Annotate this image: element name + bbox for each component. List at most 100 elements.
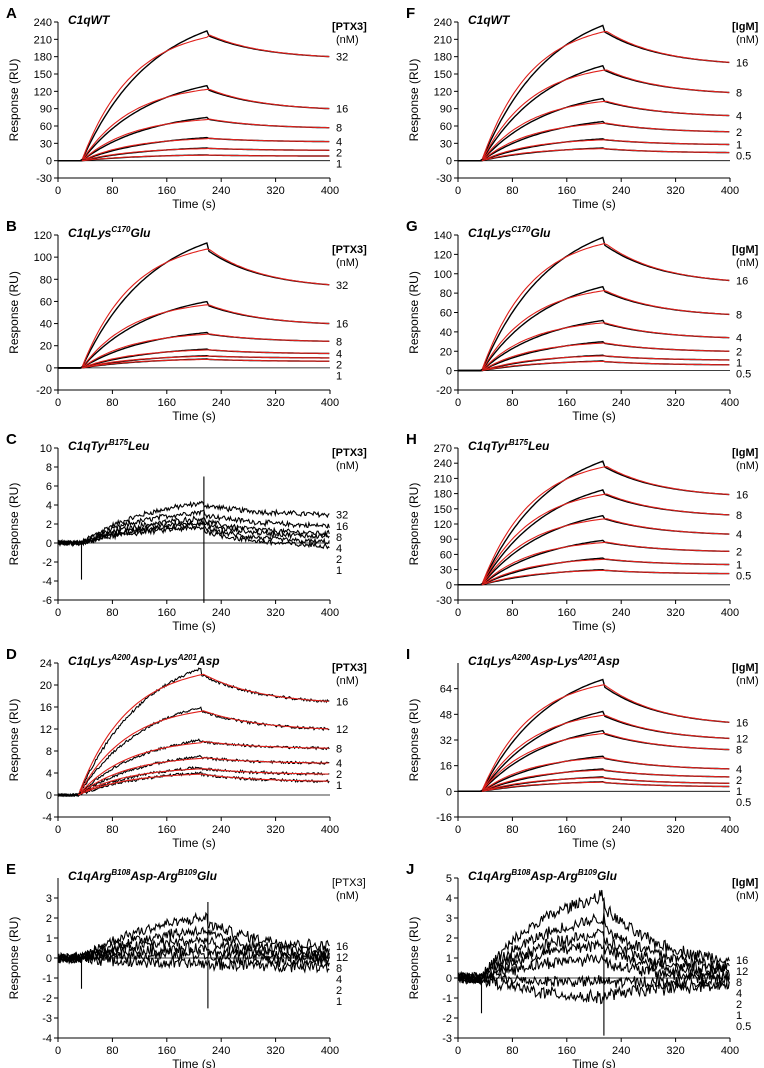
title-segment: C1qArg [68,869,112,883]
series-1-fit [481,355,730,372]
y-tick-label: 30 [440,138,452,150]
x-tick-label: 0 [55,824,61,836]
panel-letter: I [406,646,410,663]
y-tick-label: 210 [434,34,452,46]
concentration-label: 1 [336,780,342,792]
x-tick-label: 320 [666,607,684,619]
title-superscript: A201 [577,653,598,662]
x-tick-label: 80 [106,824,118,836]
series-8-fit [481,290,730,371]
concentration-label: 4 [736,764,742,776]
y-tick-label: 30 [440,565,452,577]
series-32-fit [81,34,330,161]
y-tick-label: 16 [40,702,52,714]
series-0.5-trace [457,971,730,1005]
title-segment: C1qWT [68,13,111,27]
panel-title: C1qArgB108Asp-ArgB109Glu [68,868,218,883]
panel-title: C1qLysC170Glu [68,225,151,240]
x-tick-label: 80 [506,607,518,619]
x-tick-label: 400 [321,824,339,836]
panel-title: C1qWT [68,13,111,27]
title-segment: C1qLys [68,654,112,668]
concentration-label: 2 [336,148,342,160]
series-16-trace [57,667,330,798]
y-tick-label: 180 [434,52,452,64]
title-segment: C1qWT [468,13,511,27]
concentration-label: 0.5 [736,571,751,583]
y-axis-title: Response (RU) [7,59,21,142]
x-tick-label: 0 [55,607,61,619]
panel-title: C1qTyrB175Leu [468,438,550,453]
x-tick-label: 400 [721,185,739,197]
x-tick-label: 160 [558,824,576,836]
x-tick-label: 160 [558,607,576,619]
concentration-label: 1 [336,159,342,171]
analyte-label: [IgM] [732,662,759,674]
concentration-label: 4 [336,758,342,770]
unit-label: (nM) [336,257,359,269]
unit-label: (nM) [736,460,759,472]
y-tick-label: 90 [440,104,452,116]
y-tick-label: 0 [446,973,452,985]
y-tick-label: 4 [46,768,52,780]
series-2-fit [481,122,730,162]
concentration-label: 1 [736,786,742,798]
y-tick-label: -30 [436,595,452,607]
x-tick-label: 240 [612,824,630,836]
panel-title: C1qLysA200Asp-LysA201Asp [68,653,220,668]
series-0.5-fit [481,148,730,162]
analyte-label: [PTX3] [332,662,367,674]
series-16-trace [57,509,330,547]
x-tick-label: 0 [455,1045,461,1057]
y-tick-label: 100 [34,252,52,264]
series-2-fit [481,769,730,792]
x-tick-label: 80 [506,824,518,836]
x-tick-label: 240 [212,185,230,197]
series-1-trace [57,771,330,797]
y-axis-title: Response (RU) [407,59,421,142]
series-8-fit [81,118,330,162]
y-tick-label: 210 [434,473,452,485]
x-tick-label: 240 [212,397,230,409]
series-16-fit [81,88,330,162]
y-tick-label: 60 [40,121,52,133]
series-1-fit [481,139,730,162]
panel-letter: J [406,861,414,878]
concentration-label: 16 [336,697,348,709]
concentration-label: 8 [336,532,342,544]
y-tick-label: -3 [442,1033,452,1045]
y-tick-label: 20 [440,346,452,358]
x-tick-label: 160 [158,1045,176,1057]
unit-label: (nM) [736,890,759,902]
series-2-fit [481,342,730,372]
y-tick-label: 140 [434,230,452,242]
concentration-label: 2 [336,985,342,997]
x-tick-label: 320 [266,607,284,619]
title-superscript: A200 [510,653,531,662]
x-tick-label: 80 [106,185,118,197]
concentration-label: 8 [736,510,742,522]
y-axis-title: Response (RU) [407,483,421,566]
x-tick-label: 160 [558,1045,576,1057]
y-tick-label: -20 [436,385,452,397]
concentration-label: 32 [336,280,348,292]
title-superscript: A200 [110,653,131,662]
y-tick-label: -4 [42,576,52,588]
series-4-fit [481,322,730,371]
concentration-label: 12 [336,952,348,964]
concentration-label: 8 [736,745,742,757]
series-12-trace [457,912,730,984]
concentration-label: 12 [736,733,748,745]
concentration-label: 16 [336,319,348,331]
analyte-label: [IgM] [732,447,759,459]
x-tick-label: 160 [558,185,576,197]
title-superscript: C170 [511,225,531,234]
x-tick-label: 240 [212,1045,230,1057]
title-superscript: B109 [578,868,598,877]
